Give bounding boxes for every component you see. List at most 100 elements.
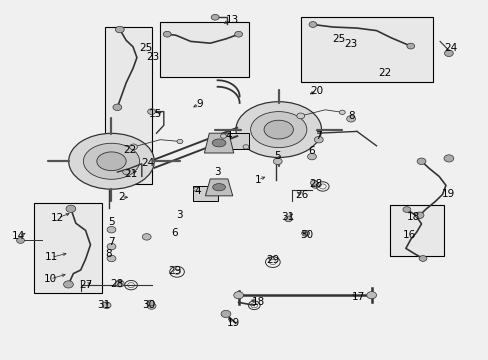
Circle shape [147,303,156,309]
Text: 27: 27 [79,280,92,290]
Circle shape [314,136,323,143]
Circle shape [406,43,414,49]
Text: 1: 1 [254,175,261,185]
Circle shape [115,26,124,33]
Text: 11: 11 [44,252,58,262]
Text: 17: 17 [350,292,364,302]
Ellipse shape [68,133,154,189]
Circle shape [142,234,151,240]
Text: 3: 3 [176,210,183,220]
Text: 30: 30 [142,300,155,310]
Text: 29: 29 [265,255,279,265]
Circle shape [147,109,155,114]
Text: 12: 12 [51,213,64,223]
Text: 30: 30 [300,230,313,240]
Circle shape [107,243,116,250]
Circle shape [444,50,452,57]
Bar [389,205,443,256]
Text: 14: 14 [12,231,25,241]
Circle shape [17,238,24,243]
Text: 4: 4 [225,131,232,141]
Text: 4: 4 [194,186,201,196]
Circle shape [301,230,309,236]
Text: 16: 16 [402,230,416,240]
Circle shape [233,292,243,299]
Ellipse shape [264,120,293,139]
Text: 9: 9 [196,99,203,109]
Circle shape [308,22,316,27]
Ellipse shape [97,152,126,171]
Circle shape [220,134,226,138]
Text: 18: 18 [406,212,419,222]
Circle shape [113,104,122,111]
Circle shape [221,310,230,318]
Circle shape [107,255,116,262]
Text: 13: 13 [225,15,239,25]
Text: 21: 21 [124,168,138,179]
Circle shape [307,153,316,160]
Bar [160,22,249,77]
Circle shape [416,158,425,165]
Circle shape [402,207,410,212]
Circle shape [122,170,129,175]
Text: 18: 18 [251,297,264,307]
Circle shape [163,31,171,37]
Circle shape [177,139,183,144]
Text: 6: 6 [308,146,315,156]
Text: 28: 28 [308,179,322,189]
Text: 19: 19 [226,318,240,328]
Ellipse shape [250,112,306,148]
Circle shape [129,144,137,150]
Circle shape [107,226,116,233]
Bar [193,186,217,201]
Circle shape [443,155,453,162]
Circle shape [339,110,345,114]
Text: 22: 22 [122,145,136,156]
Polygon shape [205,179,232,196]
Text: 31: 31 [280,212,294,222]
Text: 22: 22 [378,68,391,78]
Text: 19: 19 [441,189,455,199]
Circle shape [414,212,423,219]
Circle shape [284,216,292,222]
Text: 25: 25 [331,34,345,44]
Circle shape [310,180,317,185]
Circle shape [243,145,248,149]
Bar [220,133,249,149]
Ellipse shape [212,184,225,191]
Text: 24: 24 [141,158,154,168]
Circle shape [311,183,319,188]
Text: 28: 28 [109,279,123,289]
Text: 20: 20 [310,86,323,96]
Text: 8: 8 [105,249,112,259]
Circle shape [211,14,219,20]
Circle shape [146,300,154,306]
Circle shape [346,116,355,122]
Polygon shape [204,133,233,153]
Bar [34,203,102,293]
Circle shape [66,205,76,212]
Text: 24: 24 [443,42,457,53]
Text: 5: 5 [274,150,281,161]
Text: 2: 2 [118,192,124,202]
Text: 5: 5 [108,217,115,228]
Circle shape [115,280,124,287]
Text: 7: 7 [315,131,322,141]
Circle shape [193,187,199,192]
Circle shape [102,302,111,309]
Text: 7: 7 [108,237,115,247]
Text: 10: 10 [43,274,56,284]
Bar [105,27,151,184]
Ellipse shape [212,139,225,147]
Text: 23: 23 [344,39,357,49]
Circle shape [63,281,73,288]
Ellipse shape [83,143,140,179]
Text: 25: 25 [139,42,152,53]
Circle shape [273,158,282,165]
Text: 26: 26 [295,190,308,200]
Text: 29: 29 [168,266,182,276]
Bar [300,17,432,82]
Circle shape [366,292,376,299]
Circle shape [418,256,426,261]
Circle shape [296,113,304,119]
